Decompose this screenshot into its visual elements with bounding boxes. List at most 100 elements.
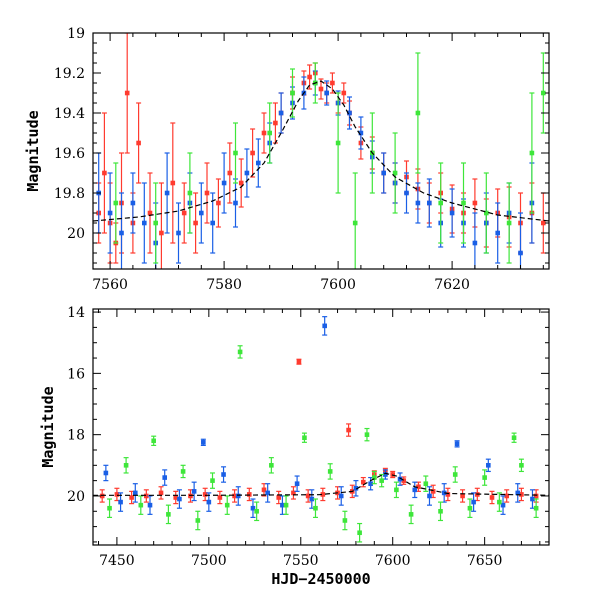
data-point	[113, 200, 119, 206]
bottom-point-red	[320, 487, 326, 502]
data-point	[177, 496, 182, 502]
data-point	[302, 435, 307, 441]
data-point	[484, 210, 489, 216]
data-point	[404, 190, 409, 196]
data-point	[224, 502, 230, 508]
data-point	[114, 492, 120, 497]
top-point-blue	[255, 138, 261, 188]
data-point	[261, 487, 267, 493]
data-point	[415, 110, 421, 116]
top-point-blue	[198, 182, 204, 244]
bottom-point-green	[301, 432, 307, 443]
bottom-point-green	[268, 457, 274, 474]
top-point-blue	[495, 202, 501, 264]
data-point	[269, 463, 274, 468]
data-point	[166, 512, 171, 517]
top-point-blue	[472, 212, 478, 269]
data-point	[511, 435, 517, 441]
bottom-point-blue	[265, 483, 271, 503]
data-point	[394, 487, 399, 493]
top-point-red	[158, 182, 164, 269]
top-y-tick-label: 19.6	[54, 146, 85, 162]
data-point	[153, 220, 158, 226]
top-point-blue	[141, 182, 147, 264]
bottom-series-green	[107, 345, 539, 543]
top-point-blue	[164, 152, 170, 234]
data-point	[173, 495, 179, 500]
bottom-point-red	[232, 489, 238, 503]
data-point	[472, 240, 478, 246]
bottom-point-red	[290, 486, 296, 500]
bottom-point-red	[114, 487, 120, 502]
data-point	[353, 485, 359, 491]
data-point	[381, 170, 386, 176]
data-point	[423, 481, 429, 487]
bottom-x-tick-label: 7500	[191, 553, 227, 569]
data-point	[346, 427, 351, 433]
bottom-series-red	[99, 358, 539, 505]
top-point-green	[461, 162, 466, 244]
data-point	[529, 150, 535, 156]
top-ylabel: Magnitude	[24, 110, 42, 191]
data-point	[397, 476, 403, 482]
bottom-ylabel: Magnitude	[39, 386, 57, 467]
data-point	[495, 230, 500, 236]
data-point	[278, 110, 284, 116]
data-point	[500, 502, 506, 508]
top-model-curve	[93, 80, 549, 222]
top-point-blue	[415, 182, 421, 224]
top-point-blue	[107, 172, 113, 254]
data-point	[250, 505, 256, 511]
top-point-red	[181, 182, 187, 244]
data-point	[221, 180, 227, 186]
data-point	[283, 502, 289, 508]
bottom-point-red	[143, 489, 149, 503]
data-point	[256, 160, 261, 166]
bottom-point-green	[195, 510, 201, 531]
bottom-point-blue	[162, 469, 168, 486]
bottom-point-red	[158, 486, 164, 500]
data-point	[335, 140, 341, 146]
data-point	[119, 230, 124, 236]
data-point	[107, 210, 113, 216]
bottom-point-blue	[454, 440, 460, 448]
top-y-tick-label: 19	[67, 26, 85, 42]
data-point	[132, 490, 138, 496]
data-point	[187, 190, 193, 196]
top-point-blue	[130, 172, 136, 234]
top-point-blue	[210, 192, 216, 254]
data-point	[142, 220, 147, 226]
bottom-y-tick-label: 14	[67, 305, 85, 321]
top-point-green	[187, 152, 193, 234]
top-point-red	[318, 78, 324, 100]
top-point-green	[506, 182, 512, 264]
bottom-x-tick-label: 7600	[375, 553, 411, 569]
bottom-point-green	[138, 495, 144, 515]
top-point-red	[272, 102, 278, 144]
data-point	[460, 493, 465, 499]
top-point-green	[267, 102, 273, 164]
top-point-green	[392, 132, 398, 214]
top-point-blue	[358, 116, 364, 150]
data-point	[379, 478, 384, 483]
data-point	[352, 220, 358, 226]
data-point	[290, 90, 295, 96]
bottom-point-blue	[471, 492, 477, 512]
data-point	[233, 200, 238, 206]
data-point	[430, 489, 436, 494]
data-point	[412, 487, 418, 493]
bottom-point-green	[283, 495, 289, 515]
bottom-point-blue	[500, 495, 506, 515]
bottom-point-green	[107, 498, 113, 519]
top-point-blue	[233, 178, 238, 228]
top-x-tick-label: 7620	[434, 277, 470, 293]
top-y-tick-label: 19.8	[54, 186, 85, 202]
data-point	[541, 90, 546, 96]
data-point	[191, 489, 197, 494]
top-y-tick-label: 20	[67, 226, 85, 242]
top-point-green	[290, 68, 295, 118]
bottom-point-blue	[176, 489, 182, 509]
top-point-green	[335, 92, 341, 194]
data-point	[533, 493, 539, 499]
data-point	[129, 495, 134, 500]
